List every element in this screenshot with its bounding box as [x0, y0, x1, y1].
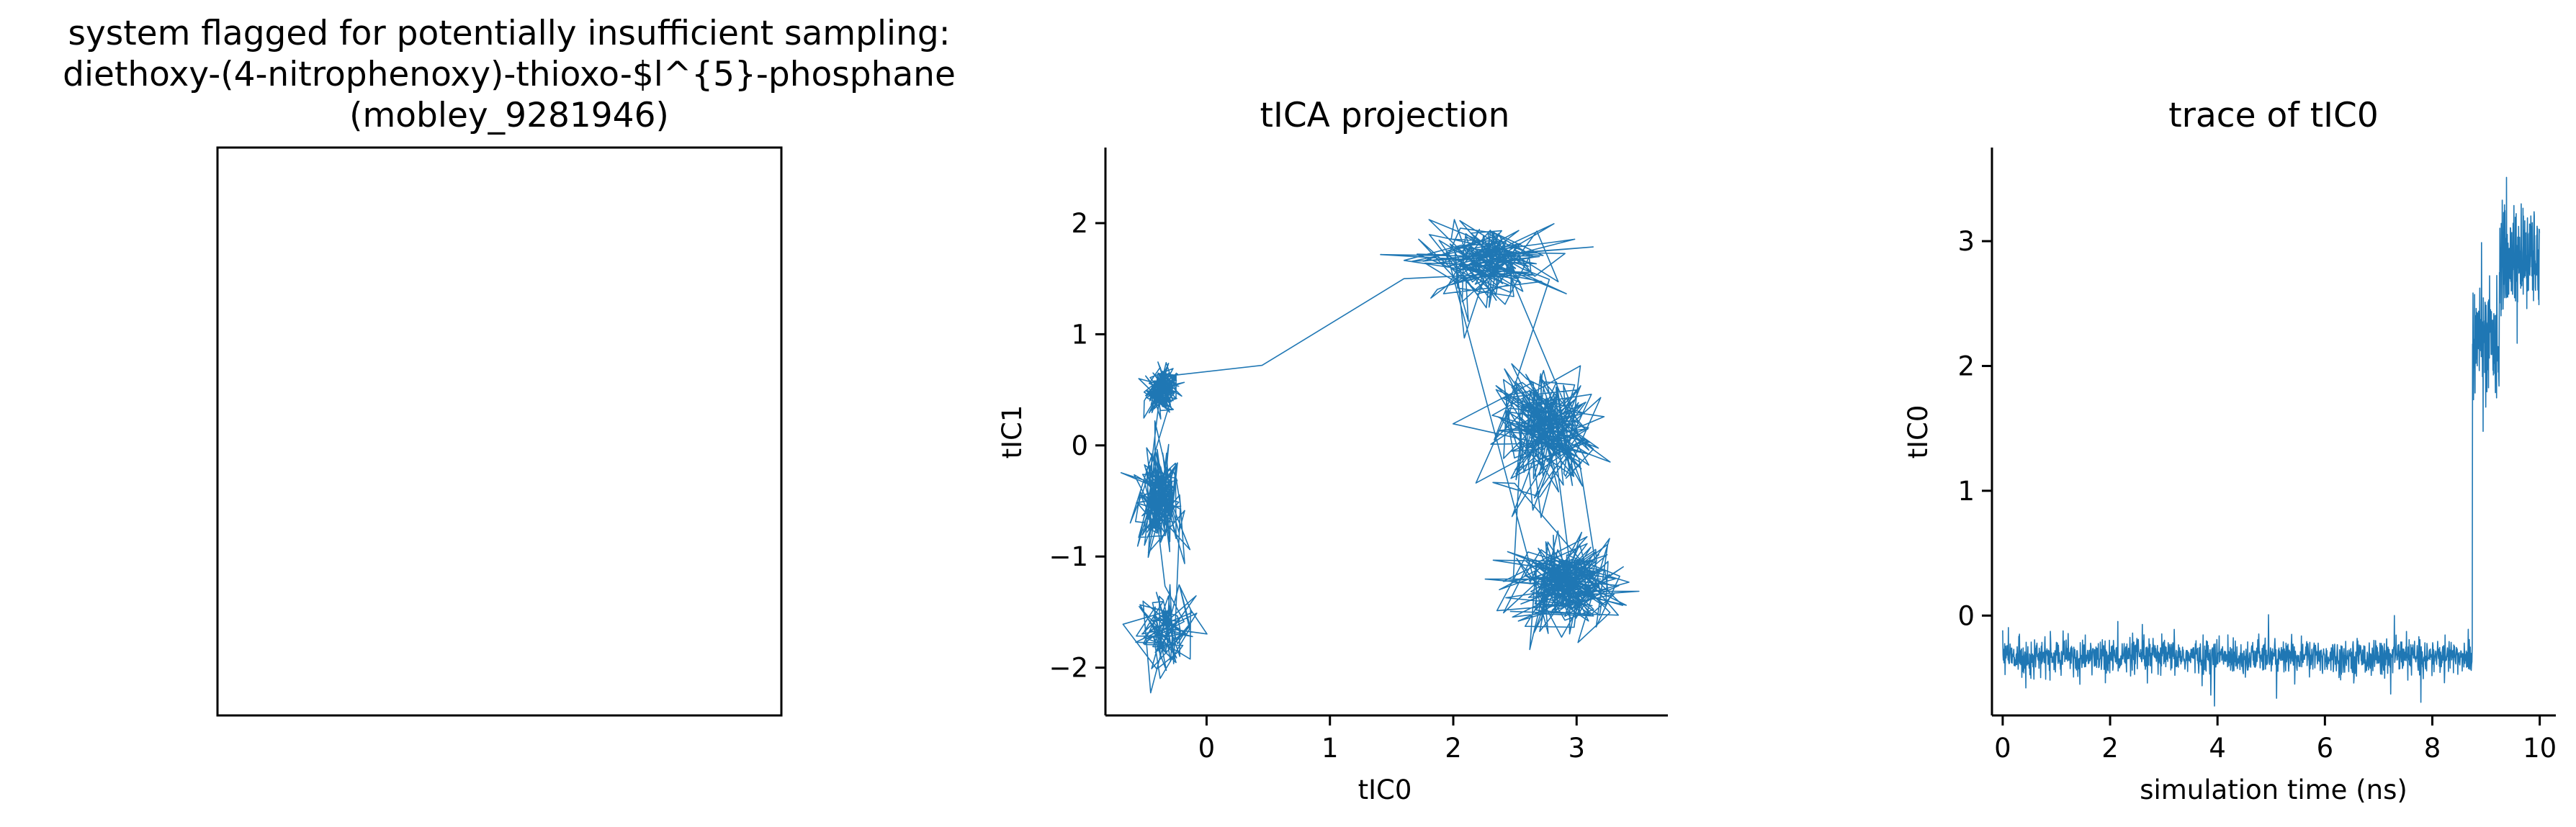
panel-tica-projection: tICA projection 0 1 2 3 −2 −1 0 1 2 tIC0 tIC1 — [997, 96, 1668, 805]
panel-trace-tic0: trace of tIC0 0 2 4 6 8 10 0 1 2 3 simulation ti… — [1903, 96, 2557, 805]
panel3-xtick-label: 8 — [2424, 733, 2441, 764]
panel2-xtick-label: 1 — [1321, 733, 1339, 764]
panel3-ylabel: tIC0 — [1903, 405, 1934, 459]
panel-molecule — [216, 146, 783, 717]
panel3-ytick-label: 1 — [1957, 476, 1975, 507]
panel3-xtick-label: 0 — [1994, 733, 2011, 764]
panel3-ytick-label: 3 — [1957, 226, 1975, 257]
figure-title-line-2: diethoxy-(4-nitrophenoxy)-thioxo-$l^{5}-… — [63, 55, 956, 94]
panel2-xtick-label: 2 — [1445, 733, 1462, 764]
panel3-ytick-label: 0 — [1957, 600, 1975, 631]
panel2-ytick-label: −1 — [1049, 541, 1088, 572]
panel3-xtick-label: 4 — [2209, 733, 2226, 764]
tic0-trace-line — [2002, 176, 2541, 707]
panel2-y-ticks: −2 −1 0 1 2 — [1049, 208, 1105, 684]
panel3-x-ticks: 0 2 4 6 8 10 — [1994, 715, 2557, 764]
panel3-xlabel: simulation time (ns) — [2140, 774, 2407, 805]
panel3-ytick-label: 2 — [1957, 351, 1975, 381]
panel2-ytick-label: −2 — [1049, 653, 1088, 684]
panel2-plot-area — [1120, 219, 1640, 694]
panel3-y-ticks: 0 1 2 3 — [1957, 226, 1992, 631]
panel2-ytick-label: 2 — [1071, 208, 1088, 239]
panel2-xtick-label: 0 — [1198, 733, 1216, 764]
panel2-xlabel: tIC0 — [1358, 774, 1412, 805]
panel2-x-ticks: 0 1 2 3 — [1198, 715, 1585, 764]
empty-panel-frame — [216, 146, 783, 717]
tica-trajectory-line — [1120, 219, 1640, 694]
panel2-title: tICA projection — [1260, 96, 1510, 135]
panel2-xtick-label: 3 — [1568, 733, 1585, 764]
panel3-xtick-label: 6 — [2317, 733, 2334, 764]
panel2-ytick-label: 1 — [1071, 319, 1088, 350]
panel3-xtick-label: 10 — [2523, 733, 2557, 764]
panel2-ylabel: tIC1 — [997, 405, 1028, 459]
panel3-plot-area — [2002, 176, 2541, 707]
figure-title-line-1: system flagged for potentially insuffici… — [68, 14, 950, 53]
panel2-ytick-label: 0 — [1071, 430, 1088, 461]
panel3-title: trace of tIC0 — [2168, 96, 2379, 135]
figure-title-line-3: (mobley_9281946) — [349, 96, 669, 135]
panel3-xtick-label: 2 — [2101, 733, 2119, 764]
